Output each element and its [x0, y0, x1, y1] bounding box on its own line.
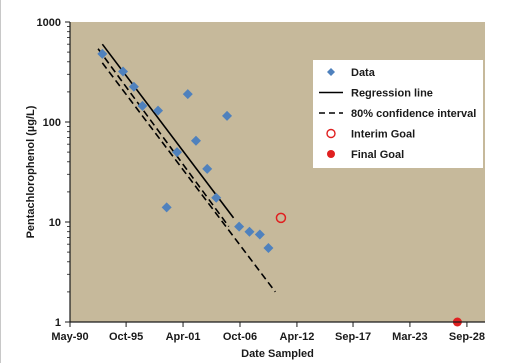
- legend-label: Final Goal: [351, 149, 404, 161]
- data-points: [97, 48, 462, 327]
- x-tick-label: Apr-01: [166, 331, 201, 343]
- data-point: [118, 66, 129, 77]
- y-tick-label: 100: [43, 117, 61, 129]
- data-point: [222, 110, 233, 121]
- x-tick-label: Oct-95: [109, 331, 143, 343]
- axes: [69, 22, 485, 323]
- data-point: [254, 229, 265, 240]
- legend-label: Regression line: [351, 88, 433, 100]
- data-point: [137, 100, 148, 111]
- interim-goal-point: [275, 212, 287, 224]
- data-point: [234, 221, 245, 232]
- y-tick-label: 1000: [37, 17, 61, 29]
- confidence-interval-line: [97, 48, 230, 228]
- x-axis-ticks: May-90 Oct-95 Apr-01 Oct-06 Apr-12 Sep-17 Mar-…: [51, 322, 485, 343]
- legend-label: 80% confidence interval: [351, 108, 476, 120]
- data-point: [172, 147, 183, 158]
- confidence-interval-line: [101, 62, 276, 293]
- y-tick-label: 1: [55, 317, 61, 329]
- left-edge-line: [0, 0, 1, 363]
- x-tick-label: Mar-23: [392, 331, 427, 343]
- x-tick-label: Sep-28: [449, 331, 485, 343]
- y-tick-label: 10: [49, 217, 61, 229]
- legend-label: Data: [351, 67, 376, 79]
- x-tick-label: Apr-12: [280, 331, 315, 343]
- data-point: [128, 81, 139, 92]
- y-axis-title: Pentachlorophenol (µg/L): [25, 105, 37, 238]
- legend-box: [313, 60, 483, 168]
- legend-swatch: [326, 128, 336, 139]
- legend-swatch: [327, 150, 335, 158]
- x-tick-label: May-90: [51, 331, 88, 343]
- data-point: [211, 192, 222, 203]
- y-axis-ticks: 1 10 100 1000: [37, 17, 70, 329]
- data-point: [153, 105, 164, 116]
- x-tick-label: Oct-06: [223, 331, 257, 343]
- data-point: [97, 48, 108, 59]
- data-point: [244, 226, 255, 237]
- legend: Data Regression line 80% confidence interv…: [313, 60, 483, 168]
- data-point: [263, 242, 274, 253]
- legend-label: Interim Goal: [351, 129, 415, 141]
- data-point: [202, 163, 213, 174]
- x-tick-label: Sep-17: [335, 331, 371, 343]
- legend-swatch: [327, 68, 335, 76]
- data-point: [161, 202, 172, 213]
- data-point: [190, 135, 201, 146]
- x-axis-title: Date Sampled: [241, 348, 314, 360]
- data-point: [182, 89, 193, 100]
